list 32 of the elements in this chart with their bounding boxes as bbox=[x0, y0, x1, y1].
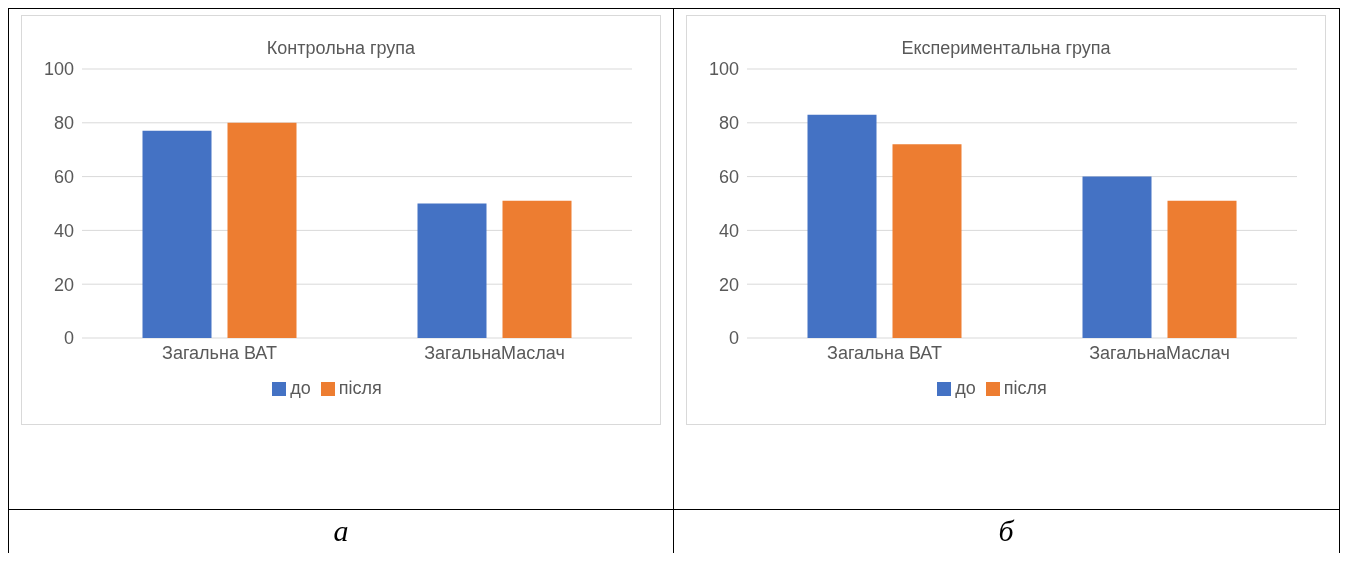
chart-title: Експериментальна група bbox=[900, 38, 1112, 59]
text: а bbox=[333, 514, 349, 547]
legend-label: до bbox=[955, 378, 976, 398]
bar bbox=[417, 203, 487, 338]
bar bbox=[807, 114, 877, 338]
y-tick-label: 80 bbox=[53, 113, 74, 134]
legend-label: після bbox=[1003, 378, 1047, 398]
y-tick-label: 100 bbox=[43, 59, 74, 80]
text: б bbox=[998, 514, 1014, 547]
bar bbox=[227, 122, 297, 338]
y-tick-label: 60 bbox=[53, 166, 74, 187]
legend-label: після bbox=[338, 378, 382, 398]
y-tick-label: 100 bbox=[708, 59, 739, 80]
bar bbox=[502, 200, 572, 338]
y-tick-label: 60 bbox=[718, 166, 739, 187]
chart-title: Контрольна група bbox=[265, 38, 417, 59]
bar bbox=[1082, 176, 1152, 338]
bar bbox=[142, 130, 212, 338]
legend-label: до bbox=[290, 378, 311, 398]
y-tick-label: 20 bbox=[53, 274, 74, 295]
x-tick-label: Загальна ВАТ bbox=[162, 342, 277, 363]
x-tick-label: Загальна ВАТ bbox=[827, 342, 942, 363]
x-tick-label: ЗагальнаМаслач bbox=[1089, 342, 1230, 363]
y-tick-label: 40 bbox=[718, 220, 739, 241]
y-tick-label: 40 bbox=[53, 220, 74, 241]
y-tick-label: 0 bbox=[728, 328, 739, 349]
bar bbox=[892, 144, 962, 338]
y-tick-label: 80 bbox=[718, 113, 739, 134]
bar bbox=[1167, 200, 1237, 338]
x-tick-label: ЗагальнаМаслач bbox=[424, 342, 565, 363]
y-tick-label: 0 bbox=[63, 328, 74, 349]
y-tick-label: 20 bbox=[718, 274, 739, 295]
